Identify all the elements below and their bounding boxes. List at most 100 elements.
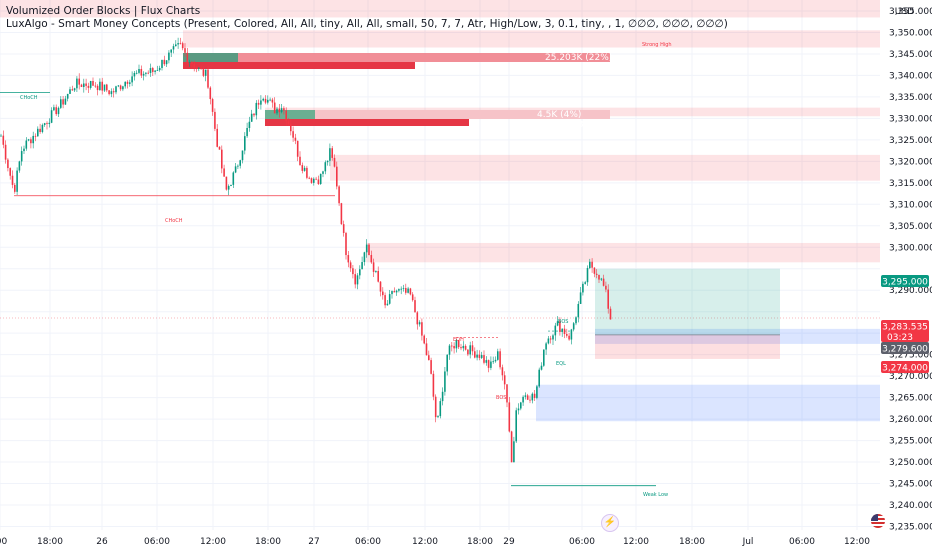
choch-label-mid: CHoCH [165,218,183,224]
bull-order-block-zone [536,384,880,422]
candle-body [464,345,467,350]
candle-body [227,185,230,190]
candle-body [526,395,529,400]
candle-body [301,165,304,171]
candle-body [324,162,327,172]
candle-body [494,359,497,362]
candle-body [32,135,34,144]
candle-body [561,328,563,332]
candle-body [16,170,18,192]
candle-body [342,224,345,233]
candle-body [287,121,290,124]
candle-body [421,322,423,336]
candle-body [317,179,320,185]
candle-body [303,167,306,171]
candle-body [441,391,444,402]
candle-body [434,396,437,418]
candle-body [158,67,161,71]
time-axis-label: 29 [503,537,515,547]
candle-body [60,99,62,108]
indicator-legend-2[interactable]: LuxAlgo - Smart Money Concepts (Present,… [6,18,728,30]
candle-body [87,85,90,88]
price-axis-label: 3,345.000 [889,50,932,60]
candle-body [545,343,547,350]
lightning-icon[interactable]: ⚡ [601,514,619,532]
candle-body [145,72,147,74]
candle-body [225,176,228,190]
candle-body [536,386,538,398]
price-axis-label: 3,335.000 [889,93,932,103]
candle-body [577,303,580,318]
candle-body [161,59,163,68]
candle-body [453,346,455,349]
candle-body [11,175,14,185]
candle-body [165,60,168,65]
candle-body [485,360,488,363]
candle-body [503,375,506,385]
stop-loss-zone [595,334,780,359]
candle-body [430,360,432,374]
market-structure-lines [0,92,880,487]
candle-body [416,312,419,325]
candle-body [331,148,333,158]
candle-body [299,156,301,166]
candle-body [361,262,363,270]
candle-body [584,282,586,284]
candle-body [147,72,149,74]
candle-body [112,91,115,93]
price-axis-label: 3,240.000 [889,501,932,511]
price-axis-label: 3,305.000 [889,222,932,232]
candle-body [455,340,458,349]
candle-body [23,148,25,152]
candle-body [322,171,324,174]
candle-body [39,128,41,132]
candle-body [372,262,375,272]
candle-body [600,278,603,280]
candle-body [547,338,550,344]
candle-body [7,159,9,169]
bear-order-block-zone [330,154,880,181]
candle-body [487,360,490,368]
candle-body [27,139,30,141]
candle-body [471,345,474,352]
target-price-text: 3,295.000 [882,278,928,288]
price-axis-label: 3,235.000 [889,522,932,532]
candle-body [18,161,21,171]
candle-body [168,52,170,61]
candle-body [363,252,366,263]
candle-body [285,110,287,122]
strong-high-label: Strong High [642,42,672,48]
candle-body [423,335,425,344]
candle-body [467,349,469,355]
bear-order-block-zone [183,30,880,48]
time-axis[interactable]: :00 18:00 26 06:00 12:00 18:00 27 06:00 12:00 18:… [0,537,870,547]
long-position-tool[interactable] [595,268,780,359]
candle-body [451,345,453,347]
candle-body [308,177,310,179]
candle-body [326,160,329,163]
price-axis[interactable]: 3,235.000 3,240.000 3,245.000 3,250.000 3,25… [889,7,932,532]
us-flag-icon[interactable] [871,514,885,528]
time-axis-label: 12:00 [200,537,226,547]
candle-body [448,345,451,355]
candle-body [296,140,299,157]
price-axis-label: 3,275.000 [889,351,932,361]
indicator-legend-1[interactable]: Volumized Order Blocks | Flux Charts [6,5,201,17]
candle-body [349,262,352,269]
candle-body [510,431,513,463]
time-axis-label: 27 [308,537,319,547]
ob-timeframe-label-1: 15 Min OB [520,63,566,73]
candle-body [76,78,78,89]
candle-body [2,135,5,145]
price-axis-label: 3,245.000 [889,480,932,490]
bear-order-block-zone [0,0,880,18]
candle-body [250,113,253,122]
candle-body [115,86,117,93]
candle-body [69,89,71,94]
candle-body [345,232,347,256]
currency-label[interactable]: USD [894,7,914,17]
candle-body [41,124,44,132]
candle-body [232,172,235,185]
